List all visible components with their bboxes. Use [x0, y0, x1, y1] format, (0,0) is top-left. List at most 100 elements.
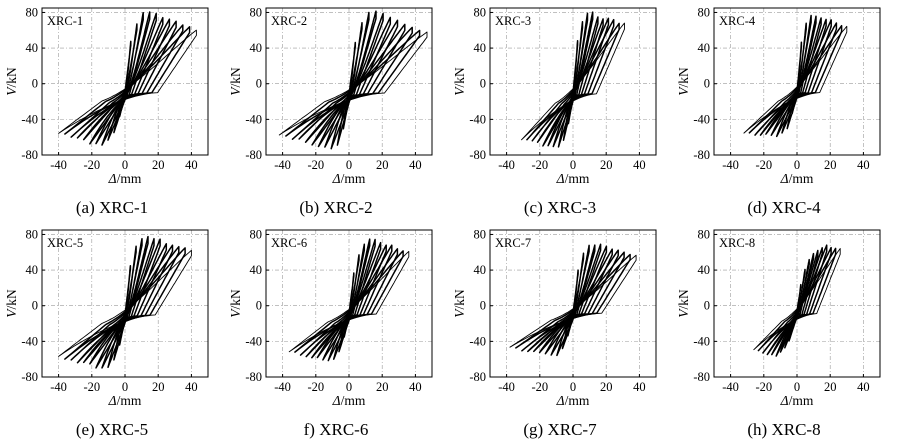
y-tick-label: 80	[474, 227, 487, 241]
x-tick-label: 40	[409, 380, 422, 394]
hysteresis-loop	[311, 16, 392, 146]
y-tick-label: -80	[245, 370, 262, 384]
y-axis-label: V/kN	[452, 289, 467, 318]
x-tick-label: 0	[570, 158, 576, 172]
hysteresis-loop	[336, 22, 363, 146]
hysteresis-loops	[509, 243, 637, 357]
hysteresis-loop	[89, 238, 161, 365]
hysteresis-loop	[95, 237, 155, 369]
y-tick-label: 80	[250, 227, 263, 241]
chart-panel: -40 -20 0 20 40 80 40 0 -40 -80 Δ/mm V/kN XRC-3 (c) X…	[448, 0, 672, 222]
y-tick-label: 0	[256, 77, 262, 91]
chart-panel: -40 -20 0 20 40 80 40 0 -40 -80 Δ/mm V/kN XRC-6 f) XR…	[224, 222, 448, 444]
grid	[490, 230, 656, 378]
y-tick-label: -80	[693, 148, 710, 162]
x-tick-label: -40	[50, 158, 67, 172]
hysteresis-loop	[521, 22, 625, 141]
hysteresis-loop	[316, 241, 382, 359]
hysteresis-loop	[304, 19, 399, 143]
hysteresis-loop	[775, 15, 817, 138]
chart-title: XRC-5	[47, 236, 83, 250]
x-tick-label: 0	[570, 380, 576, 394]
x-tick-label: 20	[824, 380, 837, 394]
x-tick-label: -20	[531, 158, 548, 172]
hysteresis-chart: -40 -20 0 20 40 80 40 0 -40 -80 Δ/mm V/kN XRC-8	[676, 227, 881, 408]
hysteresis-loop	[743, 25, 848, 134]
hysteresis-loop	[324, 10, 377, 148]
chart-title: XRC-8	[719, 236, 755, 250]
x-tick-label: 40	[185, 158, 198, 172]
chart-panel: -40 -20 0 20 40 80 40 0 -40 -80 Δ/mm V/kN XRC-5 (e) X…	[0, 222, 224, 444]
hysteresis-loop	[538, 245, 608, 354]
hysteresis-loop	[101, 11, 151, 146]
hysteresis-loop	[754, 22, 838, 136]
grid	[490, 8, 656, 156]
x-tick-label: 0	[122, 158, 128, 172]
hysteresis-loop	[786, 22, 807, 130]
y-tick-label: 40	[474, 263, 487, 277]
x-tick-label: 0	[346, 158, 352, 172]
x-tick-label: 20	[152, 380, 165, 394]
hysteresis-loop	[509, 254, 637, 348]
x-tick-label: -20	[755, 380, 772, 394]
chart-panel: -40 -20 0 20 40 80 40 0 -40 -80 Δ/mm V/kN XRC-8 (h) X…	[672, 222, 896, 444]
chart-title: XRC-6	[271, 236, 307, 250]
chart-title: XRC-4	[719, 14, 756, 28]
chart-panel: -40 -20 0 20 40 80 40 0 -40 -80 Δ/mm V/kN XRC-4 (d) X…	[672, 0, 896, 222]
hysteresis-loop	[95, 12, 157, 145]
y-tick-label: 0	[256, 299, 262, 313]
y-tick-label: 40	[698, 41, 711, 55]
x-axis-label: Δ/mm	[780, 171, 814, 186]
y-tick-label: 40	[474, 41, 487, 55]
x-axis-label: Δ/mm	[332, 171, 366, 186]
y-tick-label: 0	[704, 77, 710, 91]
x-axis-label: Δ/mm	[108, 171, 142, 186]
hysteresis-loop	[58, 249, 192, 357]
x-axis-label: Δ/mm	[780, 393, 814, 408]
hysteresis-loops	[58, 235, 192, 369]
x-tick-label: 40	[633, 158, 646, 172]
y-tick-label: 0	[32, 299, 38, 313]
x-tick-label: 0	[346, 380, 352, 394]
chart-title: XRC-1	[47, 14, 83, 28]
hysteresis-loop	[552, 11, 594, 148]
x-tick-label: -40	[722, 158, 739, 172]
x-tick-label: 0	[794, 158, 800, 172]
x-tick-label: -20	[307, 380, 324, 394]
x-tick-label: -20	[307, 158, 324, 172]
y-tick-label: 0	[480, 77, 486, 91]
hysteresis-loop	[544, 243, 602, 355]
hysteresis-loops	[278, 10, 428, 150]
hysteresis-loop	[547, 16, 599, 147]
x-tick-label: -20	[83, 158, 100, 172]
y-tick-label: 40	[250, 41, 263, 55]
grid	[42, 230, 208, 378]
hysteresis-loop	[327, 238, 371, 362]
hysteresis-loops	[521, 11, 625, 148]
x-tick-label: -20	[755, 158, 772, 172]
y-tick-label: 40	[26, 263, 39, 277]
y-tick-label: -80	[21, 370, 38, 384]
y-tick-label: 40	[698, 263, 711, 277]
chart-panel: -40 -20 0 20 40 80 40 0 -40 -80 Δ/mm V/kN XRC-7 (g) X…	[448, 222, 672, 444]
chart-panel: -40 -20 0 20 40 80 40 0 -40 -80 Δ/mm V/kN XRC-1 (a) X…	[0, 0, 224, 222]
panel-caption: (e) XRC-5	[75, 420, 149, 439]
x-tick-label: -40	[498, 158, 515, 172]
x-tick-label: -40	[50, 380, 67, 394]
y-tick-label: 80	[250, 5, 263, 19]
hysteresis-chart: -40 -20 0 20 40 80 40 0 -40 -80 Δ/mm V/kN XRC-3	[452, 5, 657, 186]
y-axis-label: V/kN	[4, 67, 19, 96]
y-tick-label: -40	[693, 112, 710, 126]
hysteresis-loop	[330, 11, 370, 150]
y-axis-label: V/kN	[452, 67, 467, 96]
x-tick-label: 20	[600, 380, 613, 394]
hysteresis-loop	[322, 238, 376, 361]
y-tick-label: 80	[26, 5, 39, 19]
panel-caption: (h) XRC-8	[747, 420, 821, 439]
x-tick-label: 20	[376, 380, 389, 394]
panel-caption: (c) XRC-3	[523, 198, 597, 217]
y-tick-label: -80	[469, 370, 486, 384]
x-tick-label: 40	[633, 380, 646, 394]
hysteresis-loop	[557, 12, 589, 148]
hysteresis-loop	[278, 31, 428, 136]
